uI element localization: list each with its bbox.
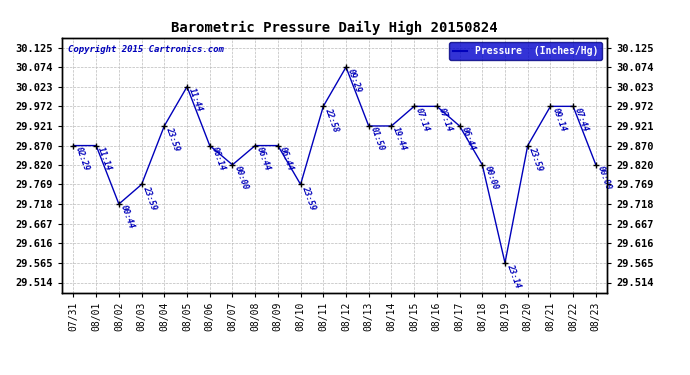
Text: 23:59: 23:59: [164, 126, 181, 153]
Text: 07:14: 07:14: [414, 106, 431, 133]
Text: 06:14: 06:14: [210, 146, 227, 172]
Legend: Pressure  (Inches/Hg): Pressure (Inches/Hg): [448, 42, 602, 60]
Text: 07:44: 07:44: [573, 106, 590, 133]
Text: 00:00: 00:00: [482, 165, 500, 191]
Text: 06:44: 06:44: [278, 146, 295, 172]
Text: 11:44: 11:44: [187, 87, 204, 113]
Text: 09:29: 09:29: [346, 67, 363, 94]
Text: 23:59: 23:59: [301, 184, 317, 211]
Text: 23:59: 23:59: [528, 146, 544, 172]
Text: 19:44: 19:44: [391, 126, 408, 153]
Text: 11:14: 11:14: [96, 146, 113, 172]
Text: 00:00: 00:00: [233, 165, 250, 191]
Text: 07:14: 07:14: [437, 106, 454, 133]
Text: 23:59: 23:59: [141, 184, 159, 211]
Text: Copyright 2015 Cartronics.com: Copyright 2015 Cartronics.com: [68, 45, 224, 54]
Text: 02:29: 02:29: [73, 146, 90, 172]
Text: 22:58: 22:58: [324, 106, 340, 133]
Text: 09:14: 09:14: [551, 106, 567, 133]
Title: Barometric Pressure Daily High 20150824: Barometric Pressure Daily High 20150824: [171, 21, 498, 35]
Text: 00:44: 00:44: [119, 204, 136, 231]
Text: 00:00: 00:00: [596, 165, 613, 191]
Text: 06:44: 06:44: [255, 146, 272, 172]
Text: 23:14: 23:14: [505, 263, 522, 290]
Text: 06:44: 06:44: [460, 126, 477, 153]
Text: 01:50: 01:50: [368, 126, 386, 153]
